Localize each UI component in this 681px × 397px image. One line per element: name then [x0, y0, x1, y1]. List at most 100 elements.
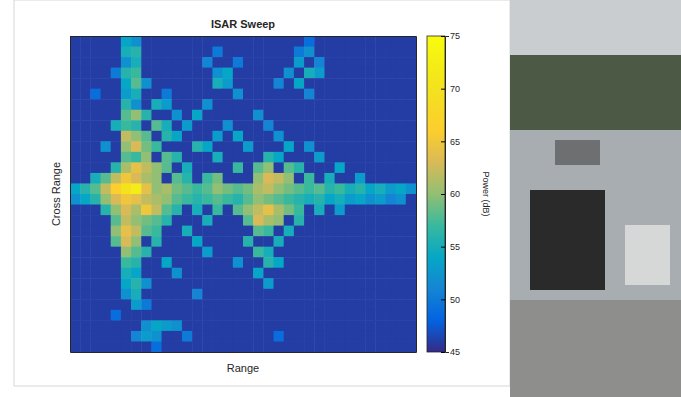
heatmap-cell — [243, 226, 254, 237]
heatmap-cell — [111, 331, 122, 342]
heatmap-cell — [212, 247, 223, 258]
heatmap-cell — [253, 247, 264, 258]
heatmap-cell — [385, 47, 396, 58]
heatmap-cell — [233, 236, 244, 247]
heatmap-cell — [385, 268, 396, 279]
heatmap-cell — [131, 310, 142, 321]
heatmap-cell — [101, 278, 112, 289]
heatmap-cell — [233, 141, 244, 152]
x-axis — [71, 352, 417, 353]
heatmap-cell — [355, 162, 366, 173]
heatmap-cell — [223, 120, 234, 131]
heatmap-cell — [202, 141, 213, 152]
heatmap-cell — [131, 289, 142, 300]
heatmap-cell — [263, 120, 274, 131]
heatmap-cell — [131, 247, 142, 258]
heatmap-cell — [192, 310, 203, 321]
heatmap-cell — [396, 341, 407, 352]
heatmap-cell — [121, 78, 132, 89]
heatmap-cell — [212, 57, 223, 68]
heatmap-cell — [212, 268, 223, 279]
heatmap-cell — [151, 47, 162, 58]
heatmap-cell — [182, 268, 193, 279]
heatmap-cell — [274, 226, 285, 237]
heatmap-cell — [253, 89, 264, 100]
heatmap-cell — [243, 68, 254, 79]
heatmap-cell — [233, 152, 244, 163]
heatmap-cell — [182, 99, 193, 110]
heatmap-cell — [385, 89, 396, 100]
heatmap-cell — [385, 173, 396, 184]
photo-trees — [510, 55, 681, 130]
heatmap-cell — [406, 289, 416, 300]
heatmap-cell — [304, 310, 315, 321]
heatmap-cell — [70, 131, 81, 142]
heatmap-cell — [345, 236, 356, 247]
heatmap-cell — [80, 194, 91, 205]
heatmap-cell — [324, 215, 335, 226]
heatmap-cell — [172, 194, 183, 205]
colorbar-axis: 45505560657075 — [441, 31, 460, 357]
heatmap-cell — [284, 278, 295, 289]
heatmap-cell — [396, 68, 407, 79]
heatmap-cell — [314, 78, 325, 89]
heatmap-cell — [406, 99, 416, 110]
heatmap-cell — [162, 152, 173, 163]
heatmap-cell — [396, 78, 407, 89]
heatmap-cell — [151, 141, 162, 152]
heatmap-cell — [294, 173, 305, 184]
heatmap-cell — [314, 257, 325, 268]
heatmap-cell — [172, 215, 183, 226]
heatmap-cell — [345, 47, 356, 58]
heatmap-cell — [375, 47, 386, 58]
heatmap-cell — [263, 226, 274, 237]
heatmap-cell — [182, 36, 193, 47]
heatmap-cell — [345, 331, 356, 342]
heatmap-cell — [263, 257, 274, 268]
heatmap-cell — [70, 194, 81, 205]
heatmap-cell — [111, 36, 122, 47]
heatmap-cell — [406, 78, 416, 89]
heatmap-cell — [90, 68, 101, 79]
axis-line — [446, 37, 450, 353]
heatmap-cell — [212, 299, 223, 310]
heatmap-cell — [70, 341, 81, 352]
heatmap-cell — [202, 36, 213, 47]
heatmap-cell — [233, 120, 244, 131]
tick: 70 — [441, 84, 460, 94]
heatmap-cell — [223, 78, 234, 89]
heatmap-cell — [355, 247, 366, 258]
heatmap-cell — [314, 47, 325, 58]
heatmap-cell — [284, 320, 295, 331]
heatmap-cell — [243, 289, 254, 300]
heatmap-cell — [80, 131, 91, 142]
heatmap-cell — [253, 173, 264, 184]
heatmap-cell — [131, 57, 142, 68]
heatmap-cell — [396, 257, 407, 268]
heatmap-cell — [365, 205, 376, 216]
heatmap-cell — [375, 162, 386, 173]
axis-line — [416, 37, 417, 353]
tick: 75 — [441, 31, 460, 41]
photo-sky — [510, 0, 681, 397]
heatmap-cell — [274, 152, 285, 163]
heatmap-cell — [223, 205, 234, 216]
heatmap-cell — [192, 173, 203, 184]
heatmap-cell — [111, 278, 122, 289]
heatmap-cell — [263, 36, 274, 47]
heatmap-cell — [223, 183, 234, 194]
heatmap-cell — [284, 110, 295, 121]
heatmap-cell — [151, 110, 162, 121]
heatmap-cell — [233, 110, 244, 121]
heatmap-cell — [223, 247, 234, 258]
heatmap-cell — [233, 299, 244, 310]
heatmap-cell — [212, 89, 223, 100]
heatmap-cell — [121, 47, 132, 58]
heatmap-cell — [385, 36, 396, 47]
heatmap-cell — [202, 268, 213, 279]
heatmap-cell — [223, 289, 234, 300]
heatmap-cell — [131, 320, 142, 331]
heatmap-cell — [304, 162, 315, 173]
heatmap-cell — [375, 299, 386, 310]
heatmap-cell — [274, 331, 285, 342]
